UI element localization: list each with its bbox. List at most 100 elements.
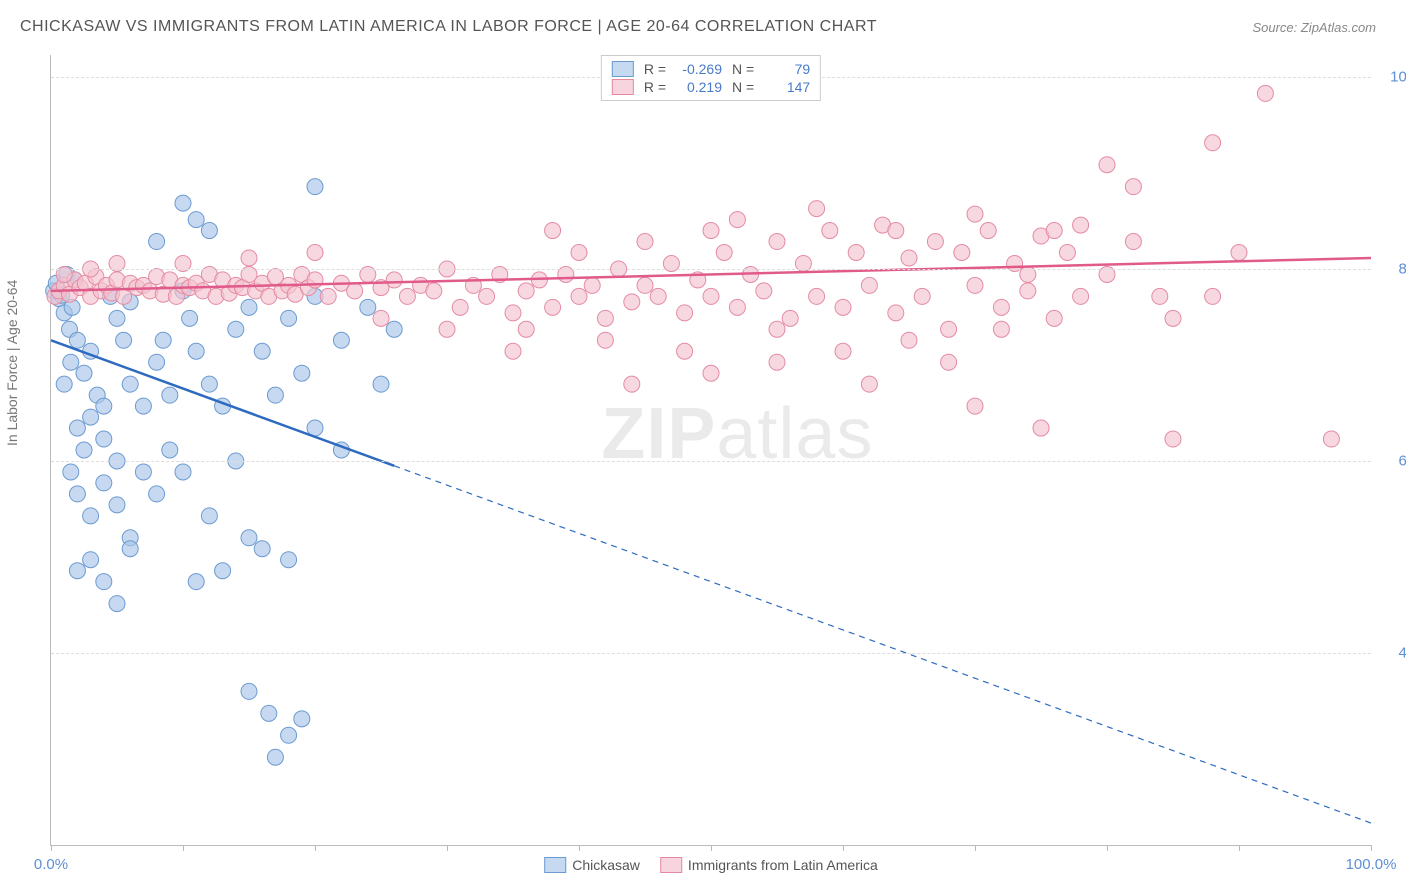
correlation-legend: R = -0.269 N = 79 R = 0.219 N = 147 — [601, 55, 821, 101]
scatter-point — [149, 486, 165, 502]
scatter-point — [320, 288, 336, 304]
scatter-point — [188, 574, 204, 590]
scatter-point — [677, 305, 693, 321]
scatter-point — [307, 245, 323, 261]
scatter-point — [861, 376, 877, 392]
scatter-point — [505, 343, 521, 359]
legend-item-latin-america: Immigrants from Latin America — [660, 857, 878, 873]
scatter-point — [848, 245, 864, 261]
plot-area: ZIPatlas R = -0.269 N = 79 R = 0.219 N =… — [50, 55, 1371, 846]
scatter-point — [241, 530, 257, 546]
scatter-point — [1059, 245, 1075, 261]
scatter-point — [426, 283, 442, 299]
scatter-point — [254, 343, 270, 359]
scatter-point — [769, 234, 785, 250]
scatter-point — [729, 212, 745, 228]
scatter-point — [175, 464, 191, 480]
r-value: -0.269 — [672, 61, 722, 77]
scatter-point — [479, 288, 495, 304]
scatter-point — [96, 574, 112, 590]
scatter-point — [967, 206, 983, 222]
scatter-point — [1165, 431, 1181, 447]
scatter-point — [63, 354, 79, 370]
scatter-point — [135, 398, 151, 414]
n-label: N = — [732, 61, 754, 77]
scatter-point — [109, 596, 125, 612]
x-tick-label: 0.0% — [34, 856, 68, 873]
scatter-point — [333, 332, 349, 348]
scatter-point — [1205, 288, 1221, 304]
scatter-point — [188, 212, 204, 228]
scatter-point — [809, 201, 825, 217]
scatter-point — [1323, 431, 1339, 447]
r-label: R = — [644, 79, 666, 95]
scatter-point — [373, 310, 389, 326]
scatter-point — [76, 365, 92, 381]
scatter-point — [637, 277, 653, 293]
scatter-point — [83, 508, 99, 524]
scatter-point — [63, 464, 79, 480]
scatter-point — [149, 234, 165, 250]
scatter-point — [267, 749, 283, 765]
x-tick-label: 100.0% — [1346, 856, 1397, 873]
scatter-point — [954, 245, 970, 261]
scatter-point — [294, 365, 310, 381]
scatter-point — [96, 398, 112, 414]
r-label: R = — [644, 61, 666, 77]
scatter-point — [888, 223, 904, 239]
scatter-point — [373, 376, 389, 392]
scatter-point — [941, 321, 957, 337]
scatter-point — [201, 376, 217, 392]
chart-title: CHICKASAW VS IMMIGRANTS FROM LATIN AMERI… — [20, 18, 877, 36]
scatter-point — [756, 283, 772, 299]
scatter-point — [261, 705, 277, 721]
scatter-point — [703, 288, 719, 304]
legend-swatch-pink — [660, 857, 682, 873]
y-tick-label: 65.0% — [1381, 452, 1406, 469]
scatter-point — [545, 299, 561, 315]
scatter-point — [571, 288, 587, 304]
scatter-point — [584, 277, 600, 293]
scatter-point — [967, 398, 983, 414]
scatter-point — [597, 332, 613, 348]
scatter-point — [241, 683, 257, 699]
scatter-point — [83, 409, 99, 425]
scatter-point — [439, 321, 455, 337]
scatter-point — [967, 277, 983, 293]
scatter-point — [69, 420, 85, 436]
legend-label: Immigrants from Latin America — [688, 857, 878, 873]
scatter-point — [116, 332, 132, 348]
legend-row-1: R = -0.269 N = 79 — [612, 60, 810, 78]
scatter-point — [861, 277, 877, 293]
scatter-point — [769, 354, 785, 370]
scatter-point — [281, 552, 297, 568]
scatter-point — [201, 508, 217, 524]
y-tick-label: 100.0% — [1381, 68, 1406, 85]
scatter-point — [162, 442, 178, 458]
scatter-point — [782, 310, 798, 326]
scatter-point — [1073, 217, 1089, 233]
scatter-point — [281, 727, 297, 743]
legend-swatch-blue — [544, 857, 566, 873]
scatter-point — [505, 305, 521, 321]
scatter-point — [109, 497, 125, 513]
legend-item-chickasaw: Chickasaw — [544, 857, 640, 873]
scatter-point — [993, 321, 1009, 337]
scatter-point — [1165, 310, 1181, 326]
scatter-point — [307, 179, 323, 195]
scatter-point — [347, 283, 363, 299]
scatter-point — [835, 299, 851, 315]
scatter-point — [109, 310, 125, 326]
scatter-point — [1033, 420, 1049, 436]
scatter-point — [76, 442, 92, 458]
scatter-point — [228, 321, 244, 337]
scatter-point — [294, 711, 310, 727]
chart-svg — [51, 55, 1371, 845]
scatter-point — [901, 332, 917, 348]
y-tick-label: 82.5% — [1381, 260, 1406, 277]
scatter-point — [69, 332, 85, 348]
scatter-point — [571, 245, 587, 261]
scatter-point — [716, 245, 732, 261]
n-value: 79 — [760, 61, 810, 77]
scatter-point — [96, 431, 112, 447]
